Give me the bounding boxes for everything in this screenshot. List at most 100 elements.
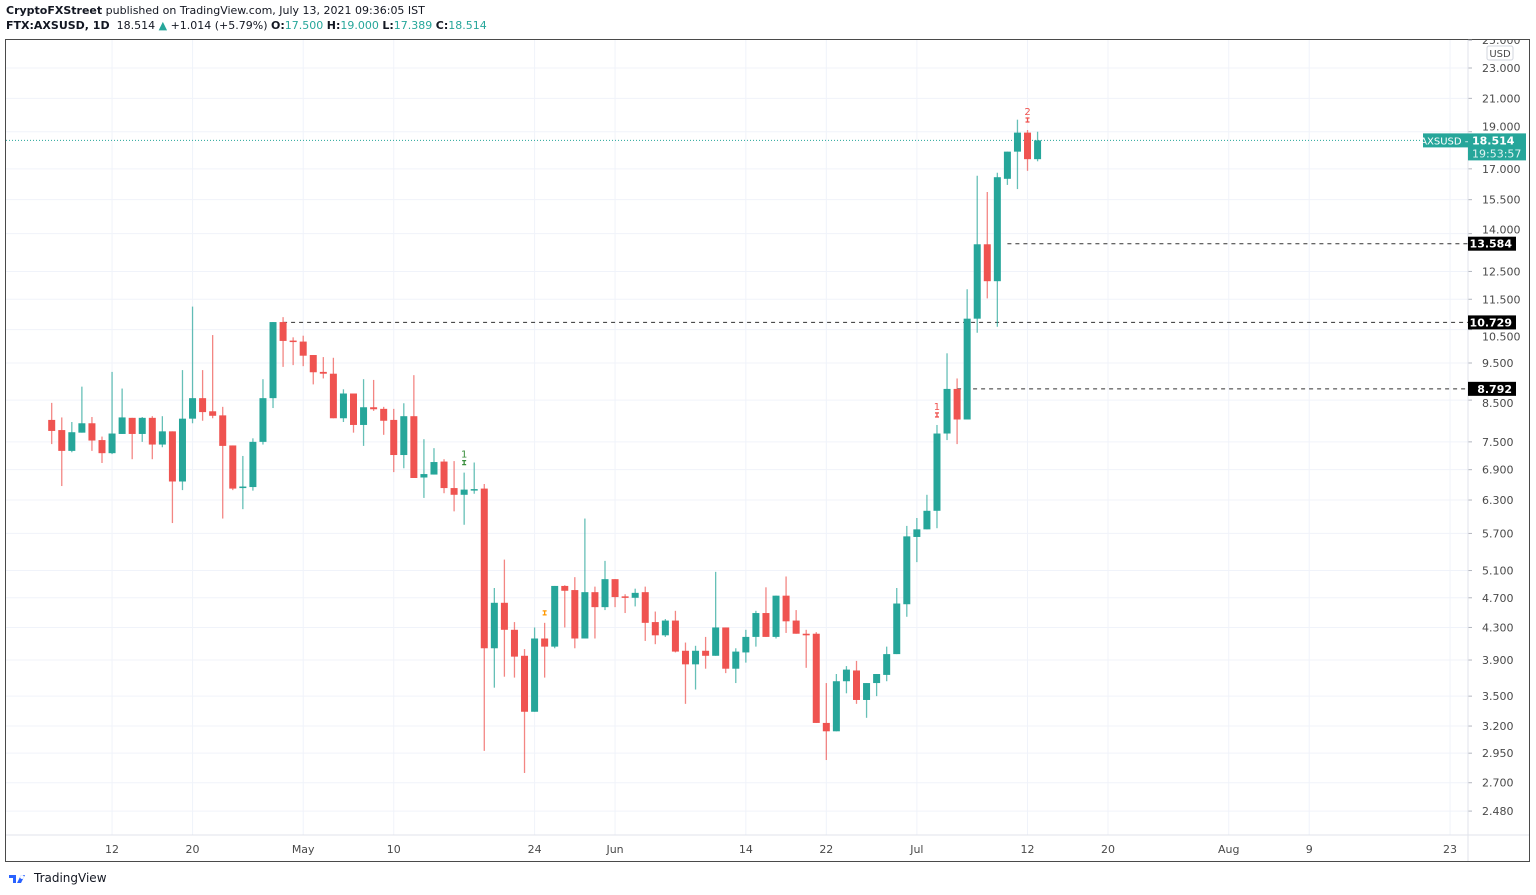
candle-up[interactable] bbox=[158, 416, 166, 448]
candle-up[interactable] bbox=[893, 587, 901, 655]
candle-up[interactable] bbox=[360, 379, 368, 446]
candle-down[interactable] bbox=[199, 370, 207, 421]
candle-up[interactable] bbox=[993, 172, 1001, 327]
candle-down[interactable] bbox=[611, 579, 619, 608]
candle-down[interactable] bbox=[279, 317, 287, 367]
candle-up[interactable] bbox=[470, 462, 478, 494]
candle-up[interactable] bbox=[752, 610, 760, 647]
currency-button[interactable] bbox=[1486, 45, 1514, 61]
candle-up[interactable] bbox=[712, 571, 720, 656]
candle-down[interactable] bbox=[380, 406, 388, 435]
candle-up[interactable] bbox=[903, 525, 911, 617]
candle-up[interactable] bbox=[189, 306, 197, 424]
candle-down[interactable] bbox=[561, 585, 569, 628]
candle-up[interactable] bbox=[772, 595, 780, 639]
candle-down[interactable] bbox=[571, 577, 579, 649]
candle-down[interactable] bbox=[350, 393, 357, 433]
candle-up[interactable] bbox=[420, 439, 428, 498]
candle-down[interactable] bbox=[641, 586, 649, 641]
candle-down[interactable] bbox=[299, 335, 307, 367]
candle-down[interactable] bbox=[329, 357, 337, 419]
candle-up[interactable] bbox=[973, 175, 981, 333]
candle-down[interactable] bbox=[229, 445, 237, 491]
candle-up[interactable] bbox=[842, 666, 850, 694]
candle-up[interactable] bbox=[742, 629, 750, 663]
candle-up[interactable] bbox=[601, 560, 609, 611]
candle-down[interactable] bbox=[168, 431, 176, 524]
candle-up[interactable] bbox=[178, 370, 186, 491]
candle-down[interactable] bbox=[621, 594, 629, 614]
candle-down[interactable] bbox=[521, 649, 529, 773]
candle-up[interactable] bbox=[138, 417, 146, 442]
candle-down[interactable] bbox=[541, 622, 549, 678]
candle-down[interactable] bbox=[319, 357, 327, 379]
candle-up[interactable] bbox=[490, 587, 498, 688]
candle-down[interactable] bbox=[651, 611, 659, 645]
tradingview-logo[interactable]: TradingView bbox=[8, 871, 107, 885]
publisher-name[interactable]: CryptoFXStreet bbox=[6, 4, 103, 17]
candle-up[interactable] bbox=[732, 648, 740, 684]
candle-down[interactable] bbox=[309, 355, 317, 385]
candle-up[interactable] bbox=[259, 379, 267, 445]
candle-up[interactable] bbox=[108, 371, 116, 455]
candle-down[interactable] bbox=[812, 632, 820, 723]
candle-up[interactable] bbox=[460, 472, 468, 525]
candle-up[interactable] bbox=[269, 322, 277, 409]
candle-down[interactable] bbox=[148, 416, 156, 460]
candle-down[interactable] bbox=[410, 375, 418, 479]
candle-up[interactable] bbox=[1034, 131, 1042, 162]
candle-down[interactable] bbox=[1024, 129, 1032, 171]
candle-up[interactable] bbox=[78, 386, 86, 433]
candle-down[interactable] bbox=[702, 636, 710, 669]
candle-down[interactable] bbox=[983, 192, 991, 299]
candle-down[interactable] bbox=[98, 436, 106, 463]
candle-up[interactable] bbox=[1003, 151, 1011, 185]
candle-down[interactable] bbox=[802, 629, 810, 668]
candle-up[interactable] bbox=[963, 289, 971, 420]
candle-down[interactable] bbox=[480, 484, 488, 751]
candle-up[interactable] bbox=[943, 353, 951, 441]
candle-down[interactable] bbox=[782, 576, 790, 633]
candle-up[interactable] bbox=[863, 683, 871, 718]
candle-up[interactable] bbox=[68, 422, 76, 453]
candle-up[interactable] bbox=[923, 494, 931, 530]
candle-down[interactable] bbox=[591, 586, 599, 639]
candle-down[interactable] bbox=[289, 337, 297, 366]
candle-down[interactable] bbox=[822, 683, 830, 761]
candle-up[interactable] bbox=[832, 674, 840, 732]
candle-up[interactable] bbox=[239, 455, 247, 510]
candle-down[interactable] bbox=[209, 335, 217, 419]
candle-down[interactable] bbox=[58, 417, 66, 487]
candle-up[interactable] bbox=[551, 585, 559, 649]
candle-up[interactable] bbox=[118, 388, 126, 434]
candle-down[interactable] bbox=[440, 459, 448, 494]
candle-down[interactable] bbox=[681, 642, 689, 704]
candle-up[interactable] bbox=[531, 627, 539, 712]
candle-up[interactable] bbox=[339, 389, 347, 423]
candle-down[interactable] bbox=[722, 627, 730, 674]
candle-down[interactable] bbox=[128, 417, 136, 460]
candle-down[interactable] bbox=[762, 587, 770, 637]
candle-up[interactable] bbox=[400, 403, 408, 469]
candle-down[interactable] bbox=[390, 408, 398, 473]
candle-down[interactable] bbox=[510, 622, 518, 678]
candle-down[interactable] bbox=[953, 378, 961, 445]
candle-down[interactable] bbox=[370, 379, 378, 411]
candle-down[interactable] bbox=[48, 402, 56, 445]
candle-down[interactable] bbox=[88, 417, 96, 451]
candle-down[interactable] bbox=[500, 559, 508, 677]
candle-up[interactable] bbox=[1013, 119, 1021, 190]
candle-up[interactable] bbox=[249, 438, 257, 491]
candle-up[interactable] bbox=[913, 517, 921, 563]
candle-up[interactable] bbox=[933, 424, 941, 529]
candle-up[interactable] bbox=[430, 448, 438, 475]
candle-down[interactable] bbox=[853, 660, 860, 704]
candle-up[interactable] bbox=[692, 645, 700, 690]
candle-down[interactable] bbox=[450, 461, 458, 512]
candle-up[interactable] bbox=[883, 646, 891, 682]
candle-down[interactable] bbox=[219, 406, 227, 519]
candle-down[interactable] bbox=[671, 610, 679, 653]
candle-up[interactable] bbox=[581, 518, 589, 639]
candle-up[interactable] bbox=[873, 674, 881, 697]
